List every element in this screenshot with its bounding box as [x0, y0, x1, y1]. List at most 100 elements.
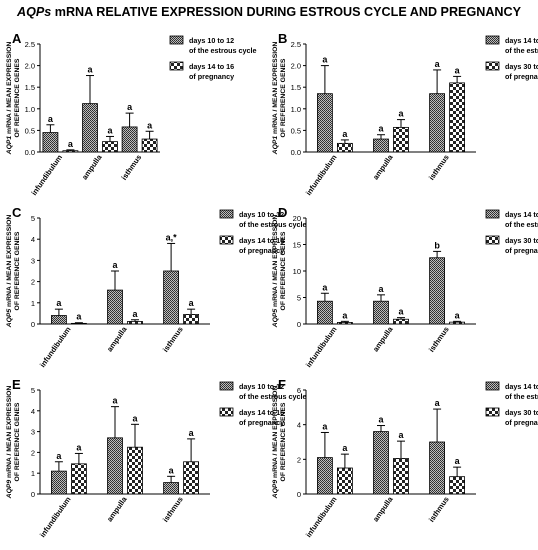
bar-isthmus-s2: [449, 321, 466, 325]
bar-infundibulum-s1: [51, 470, 67, 495]
significance-label: a: [342, 129, 348, 139]
y-tick-label: 1: [31, 299, 35, 308]
legend-label-line1: days 14 to 16: [505, 36, 538, 45]
x-category-label: isthmus: [427, 325, 451, 354]
bar-infundibulum-s2: [336, 142, 353, 153]
significance-label: a: [435, 59, 441, 69]
legend-label-line2: of pregnancy: [189, 72, 234, 81]
bar-isthmus-s1: [163, 270, 180, 325]
significance-label: a: [455, 65, 461, 75]
y-axis-label: AQP9 mRNA / MEAN EXPRESSION: [6, 386, 13, 500]
significance-label: a: [68, 139, 74, 149]
y-axis-label-line2: OF REFERENCE GENES: [14, 402, 21, 481]
bar-infundibulum-s2: [336, 322, 353, 325]
x-category-label: isthmus: [427, 495, 451, 524]
bar-isthmus-s1: [429, 441, 446, 495]
y-tick-label: 1: [31, 469, 35, 478]
y-axis-label-text: mRNA / MEAN EXPRESSION: [272, 42, 279, 136]
bar-infundibulum-s1: [316, 457, 333, 495]
bar-ampulla-s2: [393, 318, 409, 325]
significance-label: a: [56, 298, 62, 308]
y-axis-label-gene: AQP1: [6, 136, 13, 156]
y-tick-label: 4: [297, 421, 301, 430]
legend-swatch: [485, 235, 500, 245]
bar-infundibulum-s2: [62, 150, 79, 153]
y-tick-label: 20: [293, 214, 301, 223]
y-tick-label: 6: [297, 386, 301, 395]
y-axis-label: AQP5 mRNA / MEAN EXPRESSION: [272, 215, 279, 329]
y-axis-label-gene: AQP5: [272, 309, 279, 329]
y-tick-label: 0: [297, 320, 301, 329]
bar-ampulla-s1: [107, 437, 123, 495]
significance-label: a: [107, 125, 113, 135]
y-axis-label-line2: OF REFERENCE GENES: [14, 231, 21, 310]
significance-label: a: [112, 396, 118, 406]
y-tick-label: 5: [31, 214, 35, 223]
bar-ampulla-s2: [127, 321, 143, 325]
significance-label: a: [189, 298, 195, 308]
bar-isthmus-s2: [449, 82, 466, 153]
y-axis-label-text: mRNA / MEAN EXPRESSION: [6, 215, 13, 309]
y-tick-label: 0.0: [291, 148, 301, 157]
y-tick-label: 0: [31, 320, 35, 329]
bar-ampulla-s1: [373, 138, 389, 153]
legend-label-line1: days 30 to 32: [505, 236, 538, 245]
figure-title: AQPs mRNA RELATIVE EXPRESSION DURING EST…: [0, 5, 538, 19]
significance-label: a: [342, 443, 348, 453]
y-tick-label: 2.0: [291, 62, 301, 71]
y-tick-label: 10: [293, 267, 301, 276]
significance-label: a: [398, 109, 404, 119]
bar-infundibulum-s2: [71, 463, 87, 495]
bar-isthmus-s2: [449, 476, 466, 495]
bar-infundibulum-s1: [316, 300, 333, 325]
legend-swatch: [485, 61, 500, 71]
legend-label-line1: days 10 to 12: [189, 36, 234, 45]
bar-ampulla-s1: [107, 289, 123, 325]
significance-label: a: [398, 307, 404, 317]
y-axis-label: AQP1 mRNA / MEAN EXPRESSION: [272, 42, 279, 156]
significance-label: a: [87, 65, 93, 75]
bar-infundibulum-s1: [316, 93, 333, 153]
x-category-label: isthmus: [427, 153, 451, 182]
significance-label: a: [189, 428, 195, 438]
legend-label-line1: days 30 to 32: [505, 408, 538, 417]
significance-label: a: [322, 421, 328, 431]
y-axis-label-text: mRNA / MEAN EXPRESSION: [6, 386, 13, 480]
x-category-label: ampulla: [105, 494, 129, 523]
bar-ampulla-s2: [393, 126, 409, 153]
legend-label-line1: days 14 to 16: [505, 210, 538, 219]
y-tick-label: 1.5: [25, 83, 35, 92]
y-tick-label: 5: [297, 294, 301, 303]
significance-label: a: [322, 55, 328, 65]
bar-ampulla-s1: [373, 300, 389, 325]
y-axis-label-gene: AQP1: [272, 136, 279, 156]
y-axis-label: AQP5 mRNA / MEAN EXPRESSION: [6, 215, 13, 329]
bar-ampulla-s1: [373, 431, 389, 495]
legend-label-line2: of pregnancy: [505, 72, 538, 81]
x-category-label: isthmus: [161, 495, 185, 524]
y-axis-label: AQP1 mRNA / MEAN EXPRESSION: [6, 42, 13, 156]
y-tick-label: 0: [297, 490, 301, 499]
bar-isthmus-s2: [183, 314, 200, 325]
y-tick-label: 2.5: [25, 40, 35, 49]
legend-swatch: [219, 407, 234, 417]
significance-label: a: [322, 282, 328, 292]
bar-ampulla-s2: [102, 141, 118, 153]
significance-label: a: [56, 451, 62, 461]
legend-label-line1: days 10 to 12: [239, 210, 284, 219]
y-axis-label-line2: OF REFERENCE GENES: [14, 58, 21, 137]
x-category-label: ampulla: [371, 494, 395, 523]
panel-letter: D: [278, 205, 287, 220]
significance-label: a: [455, 310, 461, 320]
x-category-label: infundibulum: [38, 325, 73, 369]
significance-label: a: [112, 260, 118, 270]
x-category-label: infundibulum: [304, 325, 339, 369]
legend-swatch: [219, 235, 234, 245]
x-category-label: infundibulum: [304, 153, 339, 197]
legend-label-line1: days 10 to 12: [239, 382, 284, 391]
y-tick-label: 4: [31, 407, 35, 416]
bar-isthmus-s1: [163, 482, 180, 495]
